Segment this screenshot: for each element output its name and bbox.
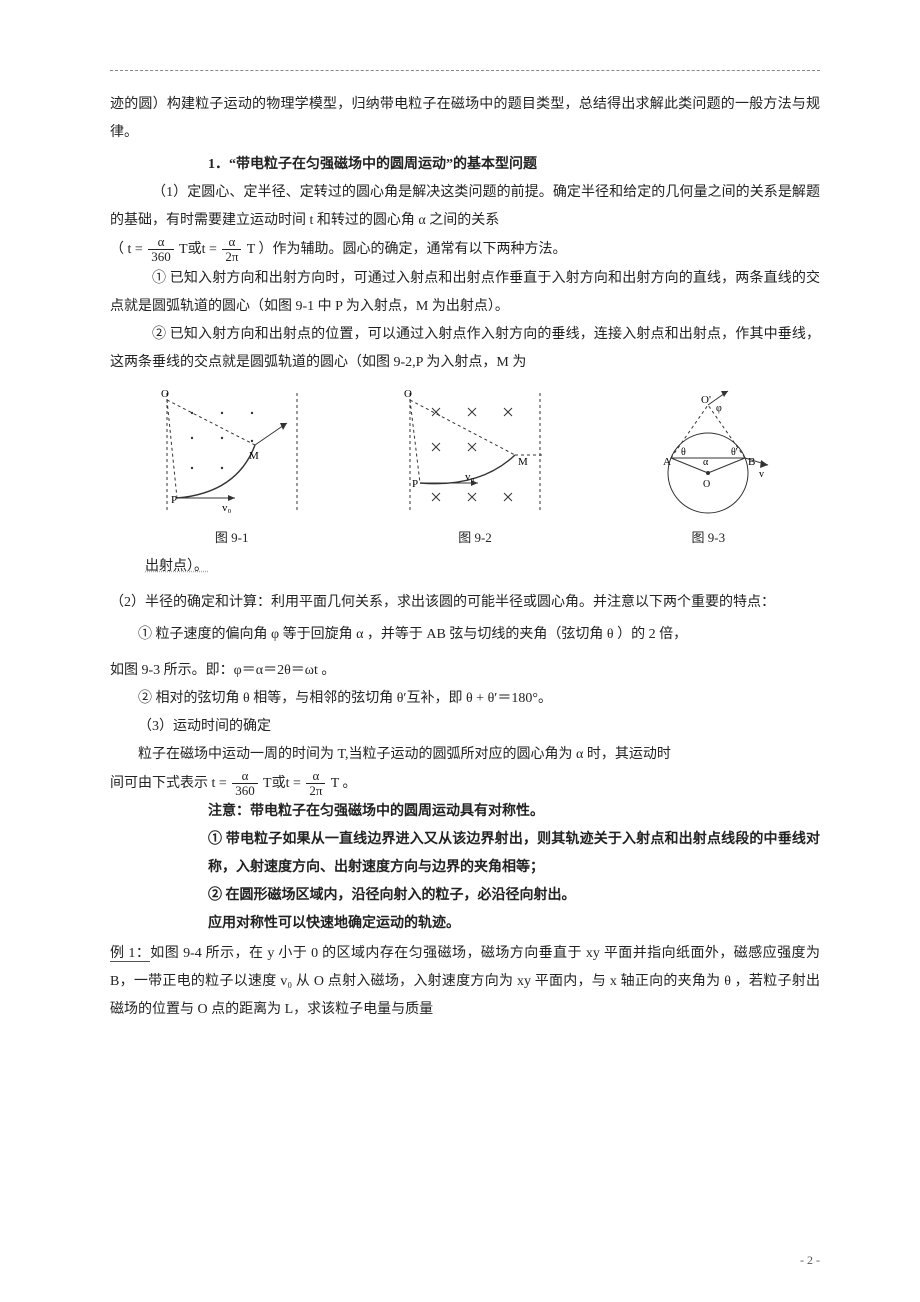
sec2-para-3: 如图 9-3 所示。即：φ＝α＝2θ＝ωt 。 xyxy=(110,657,820,685)
figure-9-3: O O' A B φ α θ θ' v 图 9-3 xyxy=(633,383,783,551)
shot-tail: 出射点）。 xyxy=(110,553,820,581)
formula-prefix: 间可由下式表示 t = xyxy=(110,776,227,791)
sec1-para-3: ② 已知入射方向和出射点的位置，可以通过入射点作入射方向的垂线，连接入射点和出射… xyxy=(110,321,820,377)
svg-text:O: O xyxy=(404,388,412,400)
svg-text:P: P xyxy=(412,478,418,490)
diagram-icon: O M P v₀ xyxy=(147,383,317,523)
svg-text:v₀: v₀ xyxy=(222,502,232,514)
sec2-para-2: ① 粒子速度的偏向角 φ 等于回旋角 α ，并等于 AB 弦与切线的夹角（弦切角… xyxy=(110,621,820,649)
fraction-icon: α360 xyxy=(148,235,174,265)
svg-text:M: M xyxy=(249,450,259,462)
figure-caption: 图 9-3 xyxy=(633,525,783,551)
svg-text:v: v xyxy=(759,469,764,480)
formula-mid: T或t = xyxy=(263,776,301,791)
figure-9-2: O M P v₀ 图 9-2 xyxy=(390,383,560,551)
svg-text:M: M xyxy=(518,456,528,468)
page-number: - 2 - xyxy=(800,1248,820,1272)
svg-text:B: B xyxy=(748,456,755,468)
note-3: ② 在圆形磁场区域内，沿径向射入的粒子，必沿径向射出。 xyxy=(208,882,820,910)
sec2-para-6: 粒子在磁场中运动一周的时间为 T,当粒子运动的圆弧所对应的圆心角为 α 时，其运… xyxy=(110,741,820,769)
formula-suffix: T ）作为辅助。圆心的确定，通常有以下两种方法。 xyxy=(247,242,567,257)
note-1: 注意：带电粒子在匀强磁场中的圆周运动具有对称性。 xyxy=(208,798,820,826)
sec1-para-1b: （ t = α360 T或t = α2π T ）作为辅助。圆心的确定，通常有以下… xyxy=(110,235,820,265)
svg-text:O: O xyxy=(161,388,169,400)
formula-suffix: T 。 xyxy=(331,776,357,791)
intro-paragraph: 迹的圆）构建粒子运动的物理学模型，归纳带电粒子在磁场中的题目类型，总结得出求解此… xyxy=(110,91,820,147)
svg-text:P: P xyxy=(171,494,177,506)
figure-row: O M P v₀ 图 9-1 O xyxy=(110,383,820,551)
fraction-icon: α2π xyxy=(306,769,325,799)
svg-text:φ: φ xyxy=(716,403,722,414)
sec2-para-1: （2）半径的确定和计算：利用平面几何关系，求出该圆的可能半径或圆心角。并注意以下… xyxy=(110,589,820,617)
svg-text:θ: θ xyxy=(681,447,686,458)
sec1-para-1a: （1）定圆心、定半径、定转过的圆心角是解决这类问题的前提。确定半径和给定的几何量… xyxy=(110,179,820,235)
section-1-title: 1．“带电粒子在匀强磁场中的圆周运动”的基本型问题 xyxy=(110,151,820,179)
figure-caption: 图 9-2 xyxy=(390,525,560,551)
sec1-para-2: ① 已知入射方向和出射方向时，可通过入射点和出射点作垂直于入射方向和出射方向的直… xyxy=(110,265,820,321)
note-4: 应用对称性可以快速地确定运动的轨迹。 xyxy=(208,910,820,938)
fraction-icon: α2π xyxy=(222,235,241,265)
svg-text:θ': θ' xyxy=(731,447,738,458)
header-rule xyxy=(110,70,820,71)
fraction-icon: α360 xyxy=(232,769,258,799)
example-label: 例 1： xyxy=(110,946,150,962)
formula-mid: T或t = xyxy=(179,242,217,257)
example-1: 例 1：如图 9-4 所示，在 y 小于 0 的区域内存在匀强磁场，磁场方向垂直… xyxy=(110,940,820,1024)
svg-text:α: α xyxy=(703,457,709,468)
svg-text:O: O xyxy=(703,479,710,490)
note-2: ① 带电粒子如果从一直线边界进入又从该边界射出，则其轨迹关于入射点和出射点线段的… xyxy=(208,826,820,882)
sec2-para-5: （3）运动时间的确定 xyxy=(110,713,820,741)
formula-prefix: （ t = xyxy=(110,242,143,257)
figure-caption: 图 9-1 xyxy=(147,525,317,551)
sec2-para-7: 间可由下式表示 t = α360 T或t = α2π T 。 xyxy=(110,769,820,799)
diagram-icon: O M P v₀ xyxy=(390,383,560,523)
diagram-icon: O O' A B φ α θ θ' v xyxy=(633,383,783,523)
sec2-para-4: ② 相对的弦切角 θ 相等，与相邻的弦切角 θ′互补，即 θ + θ′＝180°… xyxy=(110,685,820,713)
example-body: 如图 9-4 所示，在 y 小于 0 的区域内存在匀强磁场，磁场方向垂直于 xy… xyxy=(110,946,820,1017)
svg-text:A: A xyxy=(663,456,671,468)
svg-text:v₀: v₀ xyxy=(465,471,475,483)
page: 迹的圆）构建粒子运动的物理学模型，归纳带电粒子在磁场中的题目类型，总结得出求解此… xyxy=(0,0,920,1302)
figure-9-1: O M P v₀ 图 9-1 xyxy=(147,383,317,551)
